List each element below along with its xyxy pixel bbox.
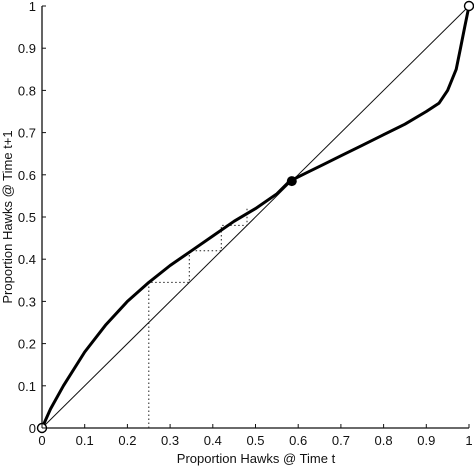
unstable-equilibrium-point — [463, 0, 474, 12]
plot-area — [36, 0, 474, 434]
y-tick-label: 0.5 — [18, 210, 36, 225]
cobweb-path — [148, 208, 248, 428]
y-tick-label: 0.1 — [18, 379, 36, 394]
diagonal-line — [41, 5, 470, 429]
x-tick-label: 0.5 — [246, 433, 264, 448]
y-tick-label: 1 — [29, 0, 36, 14]
y-tick-label: 0 — [29, 421, 36, 436]
y-ticks: 0 0.1 0.2 0.3 0.4 0.5 0.6 0.7 0.8 0.9 1 — [18, 0, 46, 436]
y-tick-label: 0.2 — [18, 337, 36, 352]
x-tick-label: 0.2 — [118, 433, 136, 448]
x-tick-label: 0.4 — [204, 433, 222, 448]
x-ticks: 0 0.1 0.2 0.3 0.4 0.5 0.6 0.7 0.8 0.9 1 — [38, 424, 473, 448]
x-tick-label: 0.1 — [76, 433, 94, 448]
y-tick-label: 0.8 — [18, 83, 36, 98]
y-axis-label: Proportion Hawks @ Time t+1 — [0, 130, 15, 303]
x-tick-label: 0 — [38, 433, 45, 448]
y-tick-label: 0.4 — [18, 252, 36, 267]
stable-equilibrium-point — [286, 176, 297, 187]
x-tick-label: 0.8 — [375, 433, 393, 448]
x-tick-label: 0.6 — [289, 433, 307, 448]
x-tick-label: 0.9 — [417, 433, 435, 448]
x-tick-label: 1 — [465, 433, 472, 448]
y-tick-label: 0.3 — [18, 294, 36, 309]
x-tick-label: 0.7 — [332, 433, 350, 448]
y-tick-label: 0.6 — [18, 168, 36, 183]
y-tick-label: 0.9 — [18, 41, 36, 56]
x-tick-label: 0.3 — [161, 433, 179, 448]
y-tick-label: 0.7 — [18, 126, 36, 141]
x-axis-label: Proportion Hawks @ Time t — [177, 451, 336, 466]
